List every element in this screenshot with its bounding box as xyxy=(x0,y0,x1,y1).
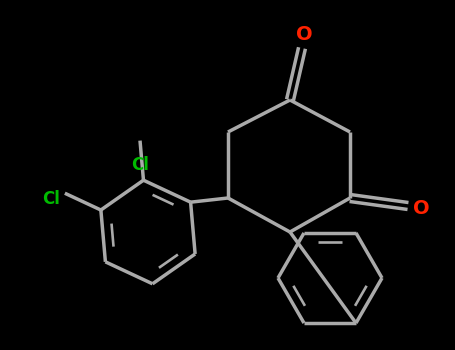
Text: O: O xyxy=(413,198,430,217)
Text: O: O xyxy=(296,25,312,43)
Text: Cl: Cl xyxy=(43,190,61,208)
Text: Cl: Cl xyxy=(131,156,149,174)
